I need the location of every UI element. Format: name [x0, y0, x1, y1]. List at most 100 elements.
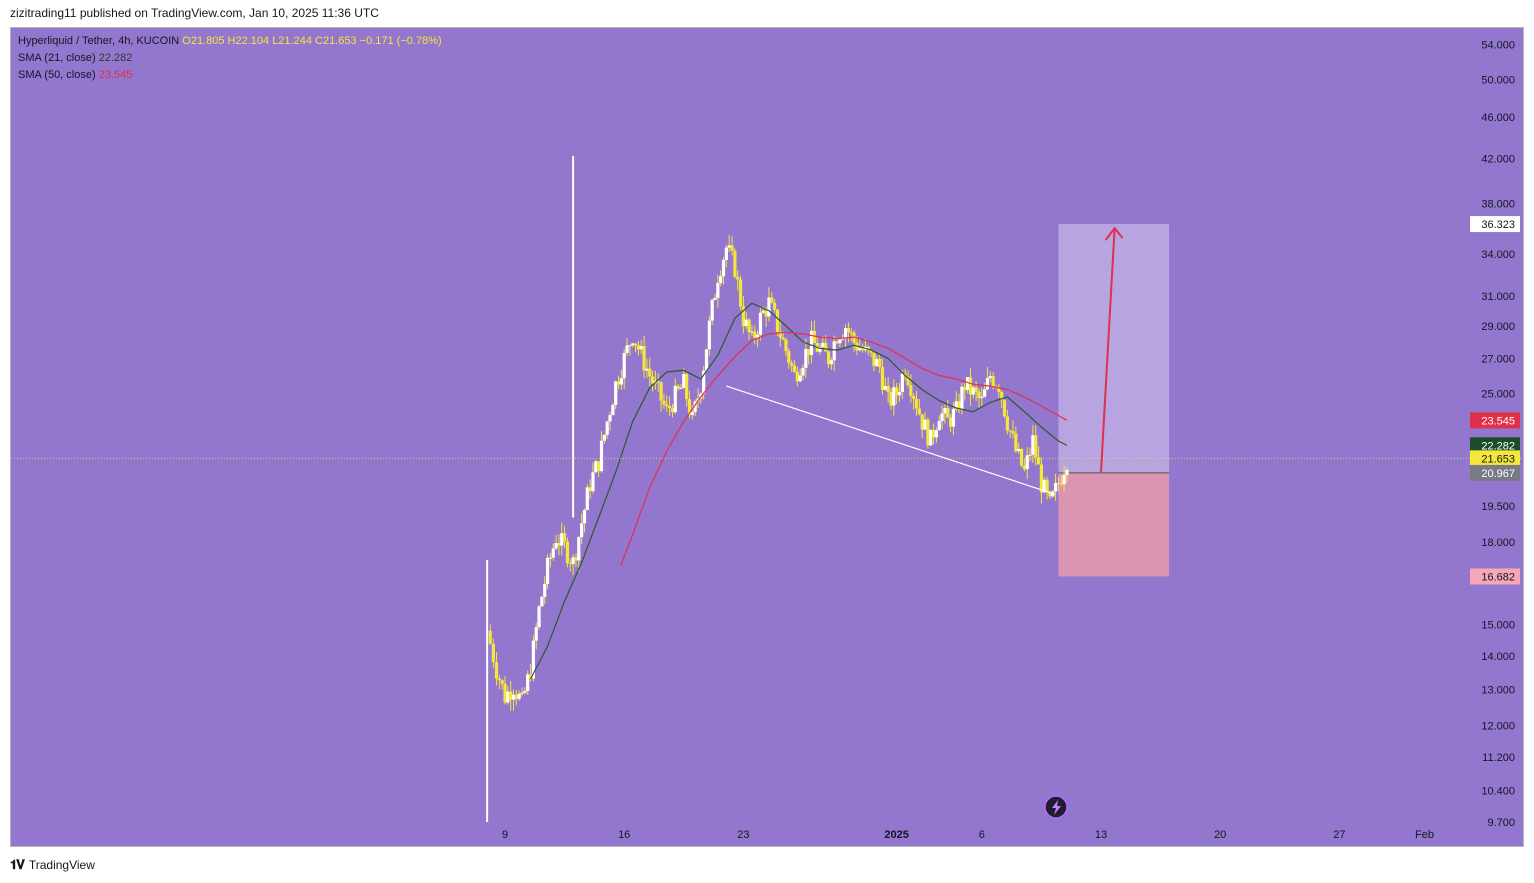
candle-body	[826, 351, 831, 365]
candle-body	[702, 370, 706, 394]
candle-body	[619, 378, 623, 385]
candle-body	[665, 404, 669, 407]
candle-body	[997, 387, 1001, 392]
candle-body	[642, 345, 646, 371]
candle-body	[736, 276, 740, 280]
publisher-line: zizitrading11 published on TradingView.c…	[10, 6, 379, 20]
candle-body	[727, 245, 731, 248]
y-tick-label: 54.000	[1481, 39, 1515, 51]
candle-body	[829, 360, 833, 365]
tradingview-logo-icon: 𝟏𝐕	[10, 857, 25, 872]
candle-body	[968, 377, 973, 395]
candle-body	[716, 282, 720, 298]
candle-body	[770, 297, 774, 303]
candle-body	[511, 694, 516, 700]
candle-body	[872, 352, 876, 367]
candle-body	[670, 408, 675, 413]
candle-body	[897, 391, 902, 396]
candle-body	[645, 368, 649, 371]
candle-body	[616, 381, 621, 385]
candle-body	[582, 509, 587, 524]
candle-body	[631, 343, 635, 346]
x-tick-label: 23	[737, 829, 749, 841]
candle-body	[545, 557, 550, 584]
y-tick-label: 29.000	[1481, 321, 1515, 333]
candle-body	[724, 247, 728, 260]
candle-body	[960, 386, 964, 410]
candle-body	[807, 349, 811, 356]
legend-sma50-row[interactable]: SMA (50, close) 23.545	[18, 69, 132, 81]
candle-body	[818, 347, 822, 352]
chart-frame[interactable]	[10, 27, 1524, 847]
candle-body	[1031, 435, 1035, 455]
y-tick-label: 13.000	[1481, 684, 1515, 696]
y-tick-label: 42.000	[1481, 153, 1515, 165]
legend-open: O21.805	[182, 35, 225, 47]
candle-body	[497, 678, 501, 681]
candle-body	[1008, 430, 1012, 432]
candle-body	[719, 276, 723, 283]
legend-symbol[interactable]: Hyperliquid / Tether, 4h, KUCOIN	[18, 35, 180, 47]
x-tick-label: 2025	[884, 829, 908, 841]
candle-body	[639, 345, 643, 350]
candle-body	[682, 373, 686, 388]
price-label: 16.682	[1481, 571, 1515, 583]
candle-body	[1000, 391, 1004, 401]
candle-body	[1059, 483, 1063, 485]
y-tick-label: 15.000	[1481, 620, 1515, 632]
candle-body	[792, 365, 797, 372]
candle-body	[648, 368, 652, 377]
y-tick-label: 34.000	[1481, 249, 1515, 261]
price-label: 22.282	[1481, 440, 1515, 452]
x-tick-label: 9	[502, 829, 508, 841]
support-trendline	[726, 385, 1056, 495]
candle-body	[506, 691, 510, 703]
candle-body	[710, 299, 714, 321]
candle-body	[577, 537, 581, 561]
candle-body	[843, 328, 848, 338]
candle-body	[914, 398, 919, 409]
candle-body	[1011, 430, 1015, 434]
candle-body	[883, 386, 887, 390]
candle-body	[781, 337, 785, 340]
candle-body	[812, 330, 816, 344]
candle-body	[662, 400, 666, 405]
legend-sma21-row[interactable]: SMA (21, close) 22.282	[18, 52, 132, 64]
candle-body	[551, 548, 555, 558]
candle-body	[821, 342, 825, 348]
candle-body	[693, 401, 697, 413]
candle-body	[548, 557, 553, 559]
legend-sma21-label: SMA (21, close)	[18, 52, 96, 64]
price-label-box	[1470, 412, 1520, 429]
x-tick-label: Feb	[1415, 829, 1434, 841]
candle-body	[1062, 475, 1066, 485]
candle-body	[1017, 448, 1021, 452]
price-label-box	[1470, 437, 1520, 454]
candle-body	[517, 693, 521, 699]
candle-body	[849, 332, 853, 334]
candle-body	[937, 421, 941, 431]
candle-body	[1028, 454, 1032, 456]
price-label: 21.653	[1481, 453, 1515, 465]
lightning-icon[interactable]	[1044, 795, 1068, 819]
candle-body	[733, 250, 737, 277]
candle-body	[622, 353, 626, 379]
candle-body	[744, 319, 748, 327]
y-tick-label: 18.000	[1481, 537, 1515, 549]
y-tick-label: 31.000	[1481, 291, 1515, 303]
candle-body	[659, 382, 663, 401]
candle-body	[707, 320, 711, 350]
candle-body	[758, 312, 763, 335]
candle-body	[614, 381, 618, 405]
candle-body	[534, 627, 538, 641]
candle-body	[755, 334, 760, 338]
candle-body	[798, 375, 802, 382]
candle-body	[929, 429, 933, 446]
candle-body	[650, 376, 655, 384]
candle-body	[858, 348, 862, 351]
price-label-box	[1470, 216, 1520, 233]
candle-body	[866, 346, 870, 351]
target-zone	[1058, 224, 1170, 473]
candle-body	[568, 563, 572, 565]
